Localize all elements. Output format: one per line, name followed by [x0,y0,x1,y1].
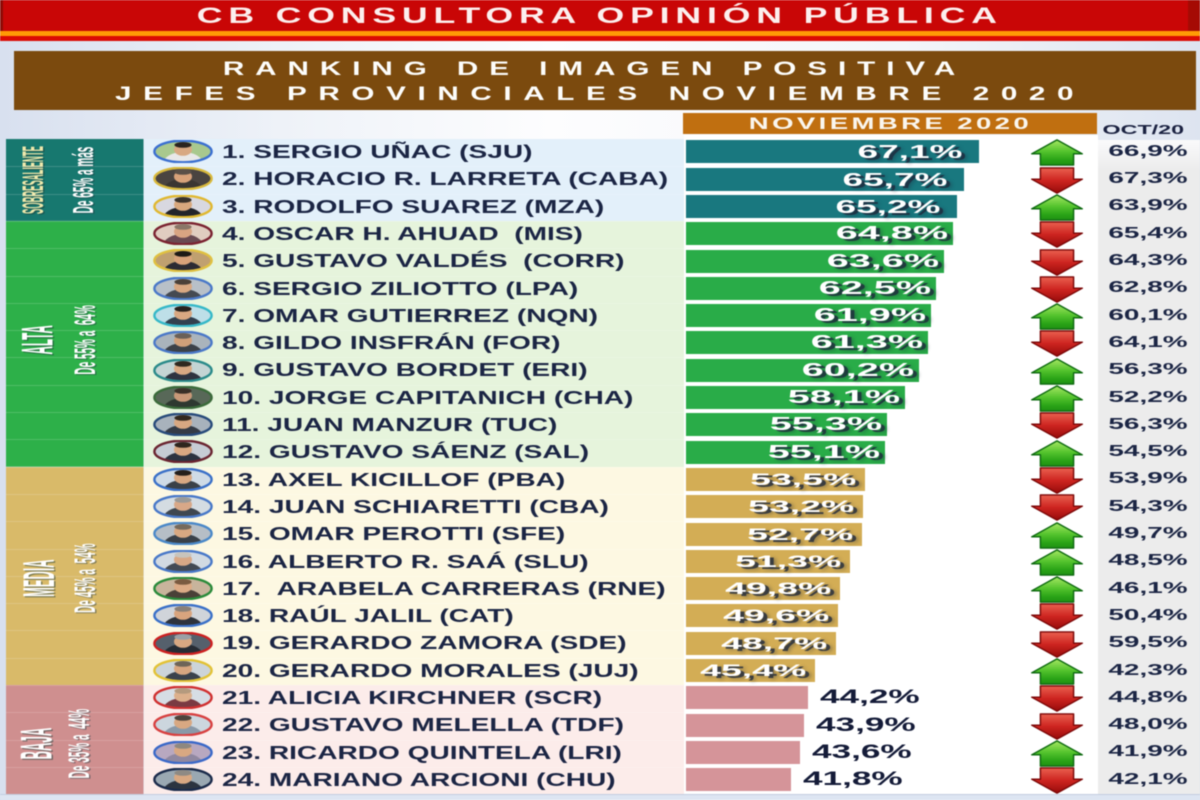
svg-text:De 65% a más: De 65% a más [66,147,99,214]
svg-text:MEDIA: MEDIA [14,559,63,596]
svg-text:BAJA: BAJA [13,729,62,761]
svg-text:De 55% a 64%: De 55% a 64% [68,305,101,374]
svg-text:ALTA: ALTA [14,326,63,355]
svg-text:De 45% a 54%: De 45% a 54% [70,544,103,613]
svg-text:MEDIA: MEDIA [16,560,65,597]
svg-text:SOBRESALIENTE: SOBRESALIENTE [16,146,50,214]
svg-text:BAJA: BAJA [12,728,61,760]
svg-text:ALTA: ALTA [13,325,62,354]
svg-text:SOBRESALIENTE: SOBRESALIENTE [17,147,51,215]
svg-text:De 55% a 64%: De 55% a 64% [70,306,103,375]
svg-text:De 35% a 44%: De 35% a 44% [64,710,97,779]
svg-text:De 45% a 54%: De 45% a 54% [68,543,101,612]
svg-text:De 65% a más: De 65% a más [68,148,101,215]
svg-text:De 35% a 44%: De 35% a 44% [62,709,95,778]
